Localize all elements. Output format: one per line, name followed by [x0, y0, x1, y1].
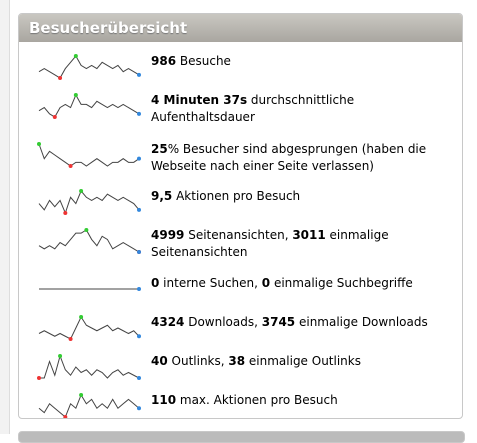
last-dot	[137, 207, 141, 212]
label: einmalige Outlinks	[245, 354, 361, 368]
row-text: 986 Besuche	[151, 53, 457, 70]
label: Aktionen pro Besuch	[172, 189, 301, 203]
row: 4324 Downloads, 3745 einmalige Downloads	[37, 314, 457, 342]
sparkline-line	[38, 190, 140, 215]
row-text: 9,5 Aktionen pro Besuch	[151, 188, 457, 205]
row: 4999 Seitenansichten, 3011 einmalige Sei…	[37, 227, 457, 261]
row-text: 4 Minuten 37s durchschnittliche Aufentha…	[151, 92, 457, 126]
last-dot	[137, 72, 141, 77]
value: 0	[151, 276, 160, 290]
min-dot	[68, 164, 73, 168]
sparkline	[37, 142, 141, 168]
row: 110 max. Aktionen pro Besuch	[37, 392, 457, 418]
max-dot	[79, 393, 84, 397]
row: 986 Besuche	[37, 53, 457, 81]
row-text: 110 max. Aktionen pro Besuch	[151, 392, 457, 409]
row: 25% Besucher sind abgesprungen (haben di…	[37, 141, 457, 175]
label: max. Aktionen pro Besuch	[176, 393, 338, 407]
sparkline	[38, 54, 141, 80]
value: 9,5	[151, 189, 173, 203]
last-dot	[137, 111, 141, 116]
last-dot	[137, 334, 141, 339]
page: Besucherübersicht 986 Besuche 4 Minuten 3…	[0, 0, 465, 443]
min-dot	[63, 211, 68, 215]
max-dot	[79, 315, 84, 319]
last-dot	[137, 156, 141, 161]
last-dot	[137, 376, 141, 380]
row: 0 interne Suchen, 0 einmalige Suchbegrif…	[37, 275, 457, 303]
row-text: 4324 Downloads, 3745 einmalige Downloads	[151, 314, 457, 331]
label: Seitenansichten,	[184, 228, 293, 242]
sparkline	[38, 189, 141, 215]
sparkline-line	[38, 93, 140, 118]
max-dot	[73, 93, 78, 97]
label: Outlinks,	[167, 354, 229, 368]
sparkline-line	[38, 315, 140, 340]
row: 40 Outlinks, 38 einmalige Outlinks	[37, 353, 457, 381]
sparkline-line	[38, 55, 140, 79]
last-dot	[137, 287, 141, 291]
label: % Besucher sind abgesprungen (haben die …	[151, 142, 427, 173]
last-dot	[137, 250, 141, 254]
row-text: 25% Besucher sind abgesprungen (haben di…	[151, 141, 457, 175]
sparkline-line	[39, 354, 140, 379]
value: 110	[151, 393, 177, 407]
value: 3011	[292, 228, 326, 242]
sparkline-line	[38, 229, 140, 253]
label: Downloads,	[184, 315, 262, 329]
row: 4 Minuten 37s durchschnittliche Aufentha…	[37, 92, 457, 126]
sparkline	[38, 228, 141, 254]
row: 9,5 Aktionen pro Besuch	[37, 188, 457, 216]
last-dot	[137, 406, 141, 411]
min-dot	[37, 376, 41, 380]
label: Besuche	[176, 54, 231, 68]
label: einmalige Downloads	[295, 315, 428, 329]
value: 3745	[261, 315, 296, 329]
label: durchschnittliche Aufenthaltsdauer	[151, 93, 355, 124]
row-text: 0 interne Suchen, 0 einmalige Suchbegrif…	[151, 275, 457, 292]
sparkline-line	[38, 143, 140, 167]
max-dot	[73, 54, 78, 58]
next-widget	[18, 431, 465, 443]
max-dot	[84, 228, 89, 232]
value: 38	[228, 354, 246, 368]
max-dot	[37, 142, 41, 146]
row-text: 4999 Seitenansichten, 3011 einmalige Sei…	[151, 227, 457, 261]
sparkline	[38, 315, 141, 341]
max-dot	[58, 354, 63, 358]
min-dot	[63, 415, 68, 418]
min-dot	[68, 337, 73, 341]
min-dot	[58, 76, 63, 80]
max-dot	[79, 189, 84, 193]
widget: Besucherübersicht 986 Besuche 4 Minuten 3…	[18, 13, 463, 419]
value: 986	[151, 54, 177, 68]
sparkline-line	[38, 393, 140, 418]
widget-title: Besucherübersicht	[19, 14, 462, 42]
sparkline	[39, 287, 141, 291]
label: einmalige Seitenansichten	[151, 228, 389, 259]
label: einmalige Suchbegriffe	[270, 276, 413, 290]
label: interne Suchen,	[159, 276, 262, 290]
sparkline	[38, 393, 141, 418]
value: 4999	[151, 228, 185, 242]
min-dot	[52, 115, 57, 119]
sparkline	[37, 354, 141, 380]
value: 4324	[151, 315, 185, 329]
value: 0	[261, 276, 271, 290]
sidebar	[0, 0, 10, 434]
value: 25	[151, 142, 168, 156]
value: 40	[151, 354, 168, 368]
value: 4 Minuten 37s	[151, 93, 248, 107]
sparkline	[38, 93, 141, 119]
row-text: 40 Outlinks, 38 einmalige Outlinks	[151, 353, 457, 370]
